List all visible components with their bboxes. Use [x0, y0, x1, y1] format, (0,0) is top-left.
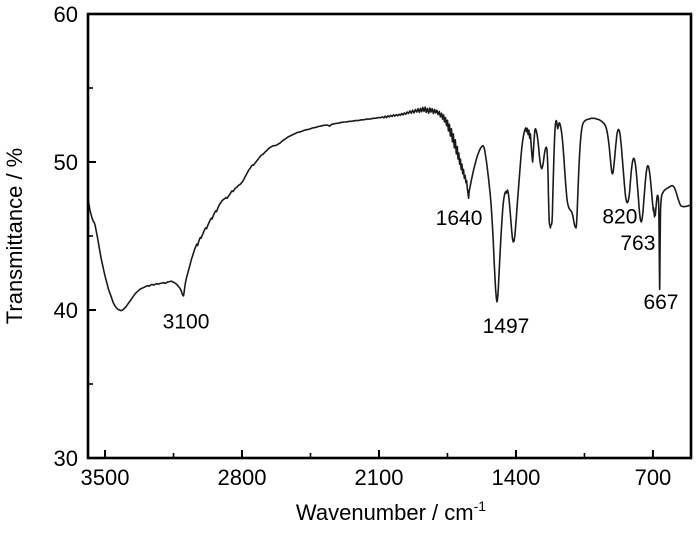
- x-tick-label-2100: 2100: [355, 465, 404, 490]
- x-axis-tick-labels: 3500 2800 2100 1400 700: [81, 465, 672, 490]
- y-tick-label-40: 40: [54, 298, 78, 323]
- peak-label-667: 667: [643, 291, 678, 314]
- y-tick-label-30: 30: [54, 446, 78, 471]
- x-tick-label-700: 700: [635, 465, 672, 490]
- peak-label-1640: 1640: [436, 207, 483, 230]
- x-axis-ticks: [104, 450, 654, 458]
- x-tick-label-2800: 2800: [218, 465, 267, 490]
- x-axis-title: Wavenumber / cm-1: [296, 498, 486, 525]
- peak-label-763: 763: [620, 232, 655, 255]
- peak-label-3100: 3100: [163, 310, 210, 333]
- spectrum-curve: [87, 106, 692, 312]
- x-tick-label-3500: 3500: [81, 465, 130, 490]
- x-tick-label-1400: 1400: [491, 465, 540, 490]
- peak-label-820: 820: [602, 205, 637, 228]
- y-axis-tick-labels: 60 50 40 30: [54, 2, 78, 471]
- y-tick-label-60: 60: [54, 2, 78, 27]
- plot-frame: [86, 12, 693, 460]
- y-axis-title: Transmittance / %: [2, 148, 27, 324]
- y-tick-label-50: 50: [54, 150, 78, 175]
- peak-label-1497: 1497: [483, 315, 530, 338]
- peak-annotations: 3100 1640 1497 820 763 667: [163, 205, 679, 338]
